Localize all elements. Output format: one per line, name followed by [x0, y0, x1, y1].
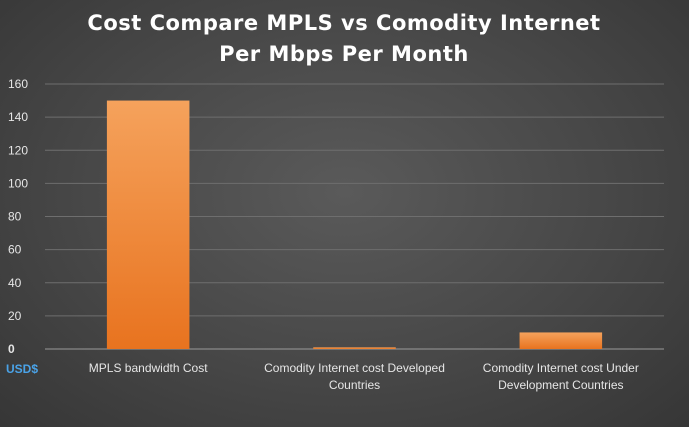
bar: [106, 100, 190, 349]
x-category-label: MPLS bandwidth Cost: [89, 361, 208, 375]
y-tick-label: 20: [8, 309, 22, 323]
y-tick-label: 100: [8, 176, 28, 190]
y-tick-label: 80: [8, 210, 22, 224]
x-category-label: Comodity Internet cost Under: [483, 361, 639, 375]
chart-title: Cost Compare MPLS vs Comodity Internet P…: [87, 11, 600, 66]
y-tick-label: 160: [8, 77, 28, 91]
bar: [313, 347, 396, 349]
chart-title-line-1: Cost Compare MPLS vs Comodity Internet: [87, 11, 600, 35]
chart-title-line-2: Per Mbps Per Month: [219, 42, 469, 66]
y-tick-label: 120: [8, 143, 28, 157]
y-tick-label: 140: [8, 110, 28, 124]
y-unit-label: USD$: [6, 362, 38, 376]
bar: [519, 332, 603, 349]
y-tick-label: 40: [8, 276, 22, 290]
x-category-label: Comodity Internet cost Developed: [264, 361, 445, 375]
y-tick-label: 60: [8, 243, 22, 257]
x-category-label: Countries: [329, 378, 380, 392]
y-tick-label: 0: [8, 342, 15, 356]
x-category-label: Development Countries: [498, 378, 623, 392]
